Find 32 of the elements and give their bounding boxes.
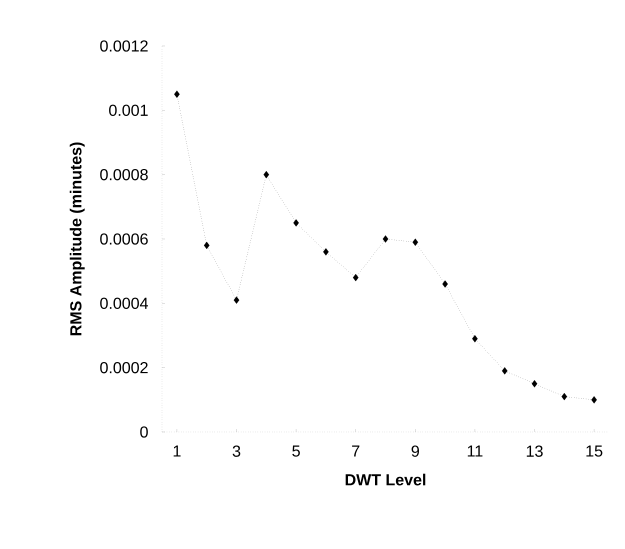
point xyxy=(234,296,240,304)
x-tick-label: 11 xyxy=(468,446,482,457)
x-tick-label: 3 xyxy=(232,446,240,457)
point xyxy=(174,90,180,98)
y-tick-label: 0.001 xyxy=(109,104,148,116)
y-tick-label: 0.0008 xyxy=(100,168,148,180)
point xyxy=(561,392,568,400)
x-tick-label: 7 xyxy=(352,446,360,457)
point xyxy=(591,396,597,404)
point xyxy=(442,280,448,288)
y-tick-label: 0 xyxy=(140,426,148,438)
x-tick-label: 5 xyxy=(292,446,300,457)
point xyxy=(502,367,508,375)
y-tick-label: 0.0002 xyxy=(100,362,148,374)
x-tick-label: 15 xyxy=(586,446,602,457)
x-tick-label: 13 xyxy=(526,446,543,457)
x-tick-label: 1 xyxy=(174,446,181,457)
point xyxy=(532,380,538,388)
point xyxy=(382,235,388,243)
point xyxy=(412,238,418,246)
point xyxy=(263,170,270,178)
point xyxy=(323,248,329,256)
x-tick-label: 9 xyxy=(412,446,419,457)
y-tick-label: 0.0012 xyxy=(100,40,148,52)
point xyxy=(293,219,299,227)
point xyxy=(352,274,359,282)
point xyxy=(204,242,210,250)
y-axis-title: RMS Amplitude (minutes) xyxy=(70,142,85,336)
point xyxy=(472,335,478,342)
x-axis-title: DWT Level xyxy=(346,474,426,486)
y-tick-label: 0.0004 xyxy=(100,298,148,309)
y-tick-label: 0.0006 xyxy=(100,233,148,245)
